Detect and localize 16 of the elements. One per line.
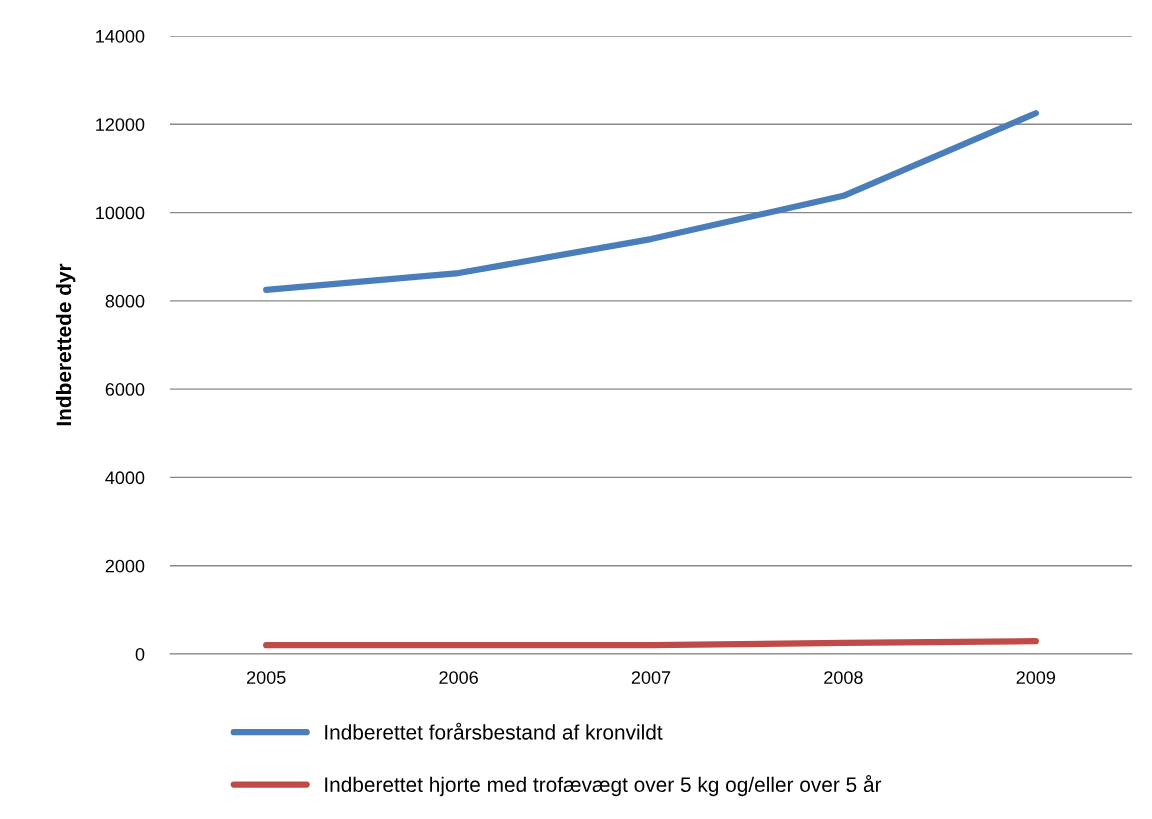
y-tick-label: 12000 — [96, 118, 145, 132]
y-tick-label: 8000 — [105, 294, 145, 308]
x-tick-label: 2008 — [824, 671, 863, 684]
x-tick-label: 2009 — [1016, 671, 1056, 684]
y-tick-label: 0 — [135, 647, 145, 661]
y-axis-title: Indberettede dyr — [55, 263, 76, 426]
y-tick-label: 4000 — [105, 471, 145, 485]
y-tick-label: 10000 — [96, 206, 145, 220]
x-tick-label: 2007 — [631, 671, 671, 684]
x-tick-label: 2006 — [439, 671, 478, 684]
y-tick-label: 6000 — [105, 383, 145, 396]
x-tick-label: 2005 — [247, 671, 286, 684]
y-tick-label: 14000 — [96, 29, 145, 43]
y-tick-label: 2000 — [105, 559, 145, 573]
legend-label: Indberettet forårsbestand af kronvildt — [325, 722, 663, 740]
legend-label: Indberettet hjorte med trofævægt over 5 kg og/eller over 5 år — [325, 775, 882, 797]
